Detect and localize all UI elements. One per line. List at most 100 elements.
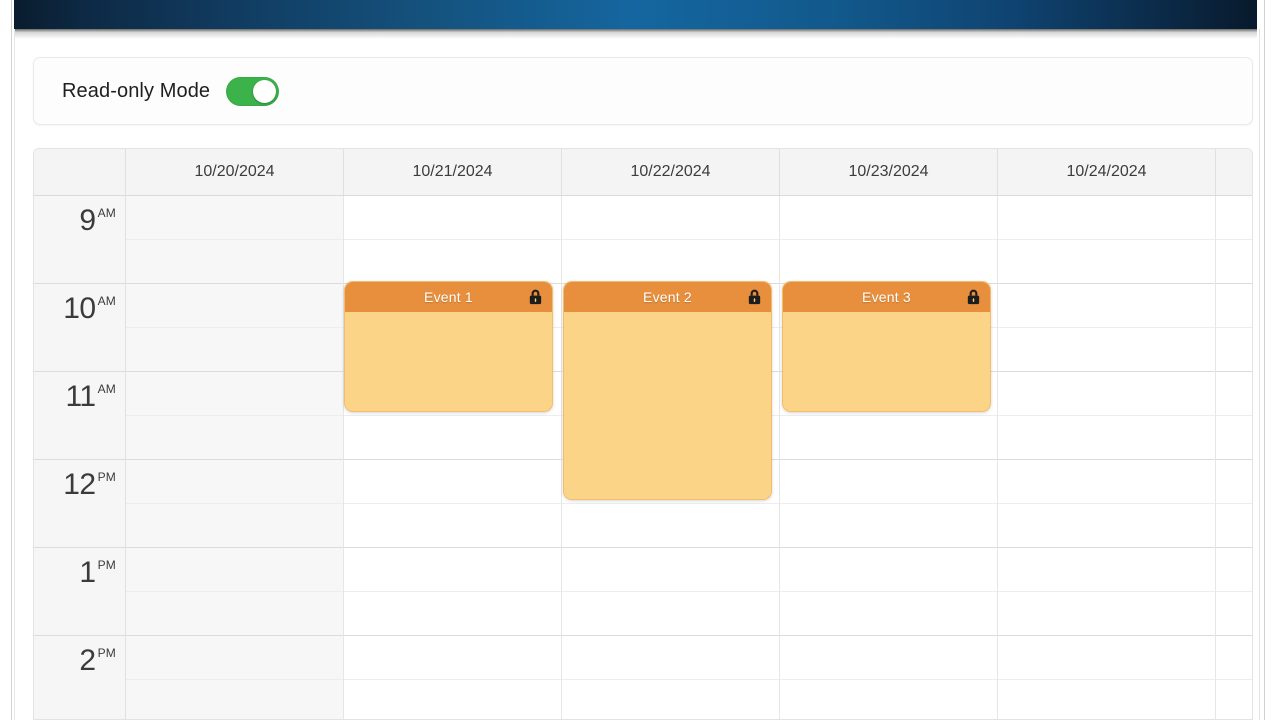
- hour-cell[interactable]: [562, 196, 779, 284]
- hour-cell[interactable]: [126, 284, 343, 372]
- time-meridiem-5: PM: [97, 646, 116, 660]
- hour-cell[interactable]: [562, 460, 779, 548]
- date-header-1[interactable]: 10/21/2024: [344, 149, 562, 195]
- time-gutter-header: [34, 149, 126, 195]
- date-header-5[interactable]: [1216, 149, 1252, 195]
- event-body-1: [345, 312, 552, 411]
- page-edge-left: [11, 0, 12, 720]
- calendar-grid: 10/20/2024 10/21/2024 10/22/2024 10/23/2…: [34, 149, 1252, 719]
- event-header-3: Event 3: [783, 282, 990, 312]
- readonly-mode-toggle[interactable]: [226, 76, 280, 106]
- hour-cell[interactable]: [1216, 196, 1252, 284]
- time-label-5: 2 PM: [79, 646, 116, 676]
- lock-icon: [967, 289, 980, 305]
- time-hour-0: 9: [79, 204, 96, 237]
- time-hour-5: 2: [79, 644, 96, 677]
- hour-cell[interactable]: [998, 636, 1215, 719]
- lock-icon: [529, 289, 542, 305]
- time-label-2: 11 AM: [65, 382, 116, 412]
- lock-icon: [748, 289, 761, 305]
- time-meridiem-4: PM: [97, 558, 116, 572]
- time-meridiem-3: PM: [97, 470, 116, 484]
- event-header-1: Event 1: [345, 282, 552, 312]
- day-column-5[interactable]: [1216, 196, 1252, 719]
- hour-cell[interactable]: [344, 196, 561, 284]
- time-meridiem-2: AM: [97, 382, 116, 396]
- event-title-1: Event 1: [424, 289, 473, 305]
- readonly-mode-label: Read-only Mode: [62, 79, 211, 102]
- time-slot-5: 2 PM: [34, 636, 125, 719]
- event-title-3: Event 3: [862, 289, 911, 305]
- banner-shadow: [14, 29, 1257, 39]
- hour-cell[interactable]: [344, 548, 561, 636]
- date-header-0[interactable]: 10/20/2024: [126, 149, 344, 195]
- toggle-knob: [253, 79, 277, 103]
- time-hour-2: 11: [65, 380, 96, 413]
- hour-cell[interactable]: [998, 284, 1215, 372]
- event-body-3: [783, 312, 990, 411]
- hour-cell[interactable]: [562, 548, 779, 636]
- hour-cell[interactable]: [998, 372, 1215, 460]
- hour-cell[interactable]: [998, 548, 1215, 636]
- hour-cell[interactable]: [344, 460, 561, 548]
- time-label-3: 12 PM: [63, 470, 116, 500]
- date-header-4[interactable]: 10/24/2024: [998, 149, 1216, 195]
- event-title-2: Event 2: [643, 289, 692, 305]
- hour-cell[interactable]: [998, 196, 1215, 284]
- toolbar-card: Read-only Mode: [33, 57, 1253, 125]
- toolbar-inner: Read-only Mode: [34, 58, 1252, 124]
- hour-cell[interactable]: [780, 372, 997, 460]
- time-label-4: 1 PM: [79, 558, 116, 588]
- time-meridiem-0: AM: [97, 206, 116, 220]
- day-column-4[interactable]: [998, 196, 1216, 719]
- hour-cell[interactable]: [126, 196, 343, 284]
- date-header-2[interactable]: 10/22/2024: [562, 149, 780, 195]
- hour-cell[interactable]: [780, 636, 997, 719]
- event-block-1[interactable]: Event 1: [344, 281, 553, 412]
- time-slot-0: 9 AM: [34, 196, 125, 284]
- event-block-3[interactable]: Event 3: [782, 281, 991, 412]
- calendar-body: 9 AM 10 AM 11 AM: [34, 196, 1252, 719]
- event-header-2: Event 2: [564, 282, 771, 312]
- time-slot-2: 11 AM: [34, 372, 125, 460]
- time-meridiem-1: AM: [97, 294, 116, 308]
- time-label-1: 10 AM: [63, 294, 116, 324]
- hour-cell[interactable]: [1216, 372, 1252, 460]
- hour-cell[interactable]: [126, 372, 343, 460]
- hour-cell[interactable]: [1216, 548, 1252, 636]
- page-edge-right-inner: [1259, 29, 1260, 720]
- hour-cell[interactable]: [126, 636, 343, 719]
- hour-cell[interactable]: [780, 548, 997, 636]
- event-body-2: [564, 312, 771, 499]
- hour-cell[interactable]: [1216, 284, 1252, 372]
- event-block-2[interactable]: Event 2: [563, 281, 772, 500]
- day-column-1[interactable]: [344, 196, 562, 719]
- hour-cell[interactable]: [998, 460, 1215, 548]
- hour-cell[interactable]: [1216, 636, 1252, 719]
- hour-cell[interactable]: [562, 636, 779, 719]
- hour-cell[interactable]: [126, 548, 343, 636]
- events-layer: Event 1 Event 2: [126, 196, 1252, 719]
- time-slot-3: 12 PM: [34, 460, 125, 548]
- hour-cell[interactable]: [780, 196, 997, 284]
- day-column-0[interactable]: [126, 196, 344, 719]
- hour-cell[interactable]: [126, 460, 343, 548]
- calendar-card: 10/20/2024 10/21/2024 10/22/2024 10/23/2…: [33, 148, 1253, 720]
- page-edge-right: [1264, 0, 1265, 720]
- hour-cell[interactable]: [1216, 460, 1252, 548]
- time-slot-1: 10 AM: [34, 284, 125, 372]
- hour-cell[interactable]: [344, 372, 561, 460]
- date-header-3[interactable]: 10/23/2024: [780, 149, 998, 195]
- time-slot-4: 1 PM: [34, 548, 125, 636]
- page-edge-left-inner: [14, 29, 15, 720]
- time-hour-3: 12: [63, 468, 96, 501]
- time-label-0: 9 AM: [79, 206, 116, 236]
- time-hour-1: 10: [63, 292, 96, 325]
- hour-cell[interactable]: [780, 460, 997, 548]
- day-column-3[interactable]: [780, 196, 998, 719]
- hour-cell[interactable]: [344, 636, 561, 719]
- calendar-header-row: 10/20/2024 10/21/2024 10/22/2024 10/23/2…: [34, 149, 1252, 196]
- time-gutter: 9 AM 10 AM 11 AM: [34, 196, 126, 719]
- time-hour-4: 1: [79, 556, 96, 589]
